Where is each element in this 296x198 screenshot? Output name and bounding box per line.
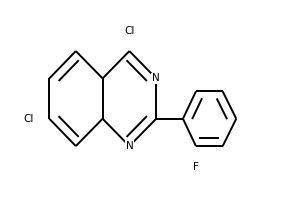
Text: Cl: Cl xyxy=(23,114,34,124)
Text: F: F xyxy=(193,162,199,172)
Text: N: N xyxy=(152,73,160,83)
Text: Cl: Cl xyxy=(124,26,135,36)
Text: N: N xyxy=(126,141,133,151)
